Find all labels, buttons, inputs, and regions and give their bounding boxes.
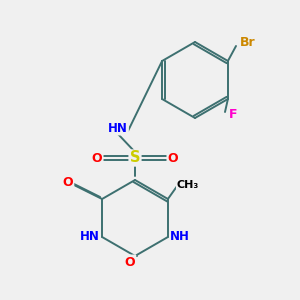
Text: HN: HN bbox=[108, 122, 128, 134]
Text: F: F bbox=[229, 109, 237, 122]
Text: CH₃: CH₃ bbox=[177, 180, 199, 190]
Text: Br: Br bbox=[240, 35, 256, 49]
Text: O: O bbox=[125, 256, 135, 268]
Text: HN: HN bbox=[80, 230, 100, 244]
Text: S: S bbox=[130, 151, 140, 166]
Text: NH: NH bbox=[170, 230, 190, 244]
Text: O: O bbox=[168, 152, 178, 164]
Text: O: O bbox=[92, 152, 102, 164]
Text: O: O bbox=[63, 176, 73, 188]
